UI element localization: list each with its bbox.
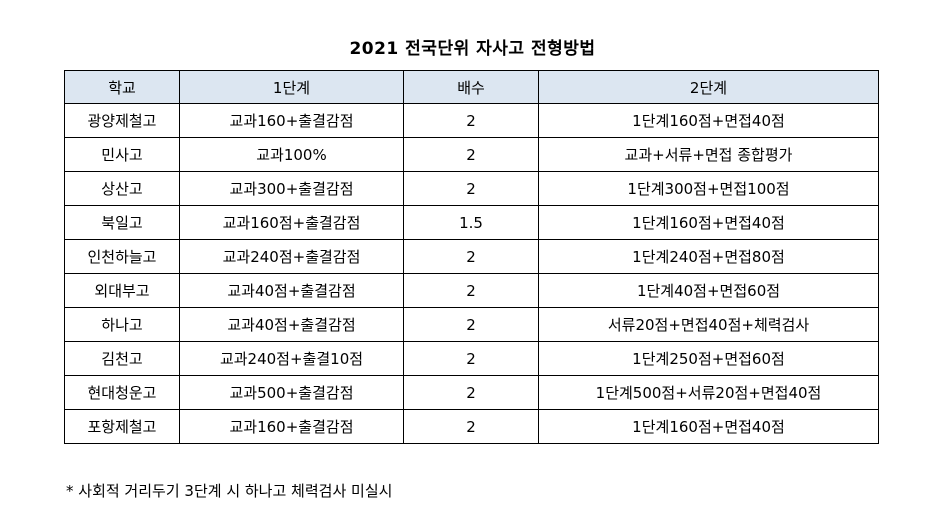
cell-multiplier: 2	[403, 171, 539, 206]
cell-stage2: 1단계240점+면접80점	[538, 239, 879, 274]
admission-table: 학교 1단계 배수 2단계 광양제철고 교과160+출결감점 2 1단계160점…	[64, 70, 879, 444]
cell-stage1: 교과160점+출결감점	[179, 205, 404, 240]
header-stage2: 2단계	[538, 70, 879, 104]
cell-stage1: 교과240점+출결10점	[179, 341, 404, 376]
table-row: 외대부고 교과40점+출결감점 2 1단계40점+면접60점	[64, 273, 879, 308]
header-row: 학교 1단계 배수 2단계	[64, 70, 879, 104]
cell-school: 북일고	[64, 205, 180, 240]
cell-stage1: 교과160+출결감점	[179, 409, 404, 444]
cell-stage2: 교과+서류+면접 종합평가	[538, 137, 879, 172]
table-row: 하나고 교과40점+출결감점 2 서류20점+면접40점+체력검사	[64, 307, 879, 342]
cell-stage2: 서류20점+면접40점+체력검사	[538, 307, 879, 342]
cell-stage1: 교과40점+출결감점	[179, 307, 404, 342]
cell-school: 현대청운고	[64, 375, 180, 410]
cell-school: 민사고	[64, 137, 180, 172]
table-row: 김천고 교과240점+출결10점 2 1단계250점+면접60점	[64, 341, 879, 376]
cell-multiplier: 2	[403, 137, 539, 172]
cell-multiplier: 1.5	[403, 205, 539, 240]
table-row: 광양제철고 교과160+출결감점 2 1단계160점+면접40점	[64, 103, 879, 138]
cell-multiplier: 2	[403, 409, 539, 444]
cell-stage1: 교과300+출결감점	[179, 171, 404, 206]
header-school: 학교	[64, 70, 180, 104]
header-multiplier: 배수	[403, 70, 539, 104]
table-row: 상산고 교과300+출결감점 2 1단계300점+면접100점	[64, 171, 879, 206]
cell-multiplier: 2	[403, 307, 539, 342]
table-row: 민사고 교과100% 2 교과+서류+면접 종합평가	[64, 137, 879, 172]
table-row: 포항제철고 교과160+출결감점 2 1단계160점+면접40점	[64, 409, 879, 444]
cell-school: 하나고	[64, 307, 180, 342]
cell-school: 인천하늘고	[64, 239, 180, 274]
cell-stage2: 1단계160점+면접40점	[538, 103, 879, 138]
footnote: * 사회적 거리두기 3단계 시 하나고 체력검사 미실시	[66, 482, 393, 500]
cell-stage2: 1단계160점+면접40점	[538, 409, 879, 444]
table-row: 인천하늘고 교과240점+출결감점 2 1단계240점+면접80점	[64, 239, 879, 274]
cell-stage2: 1단계40점+면접60점	[538, 273, 879, 308]
cell-stage2: 1단계250점+면접60점	[538, 341, 879, 376]
cell-school: 외대부고	[64, 273, 180, 308]
cell-stage1: 교과240점+출결감점	[179, 239, 404, 274]
cell-school: 김천고	[64, 341, 180, 376]
table-row: 현대청운고 교과500+출결감점 2 1단계500점+서류20점+면접40점	[64, 375, 879, 410]
cell-multiplier: 2	[403, 239, 539, 274]
cell-multiplier: 2	[403, 341, 539, 376]
cell-stage2: 1단계500점+서류20점+면접40점	[538, 375, 879, 410]
header-stage1: 1단계	[179, 70, 404, 104]
cell-stage2: 1단계300점+면접100점	[538, 171, 879, 206]
table-title: 2021 전국단위 자사고 전형방법	[349, 39, 596, 59]
cell-multiplier: 2	[403, 103, 539, 138]
cell-stage1: 교과500+출결감점	[179, 375, 404, 410]
cell-school: 포항제철고	[64, 409, 180, 444]
cell-stage1: 교과40점+출결감점	[179, 273, 404, 308]
cell-school: 상산고	[64, 171, 180, 206]
cell-school: 광양제철고	[64, 103, 180, 138]
cell-multiplier: 2	[403, 375, 539, 410]
cell-stage2: 1단계160점+면접40점	[538, 205, 879, 240]
table-row: 북일고 교과160점+출결감점 1.5 1단계160점+면접40점	[64, 205, 879, 240]
cell-multiplier: 2	[403, 273, 539, 308]
cell-stage1: 교과100%	[179, 137, 404, 172]
cell-stage1: 교과160+출결감점	[179, 103, 404, 138]
